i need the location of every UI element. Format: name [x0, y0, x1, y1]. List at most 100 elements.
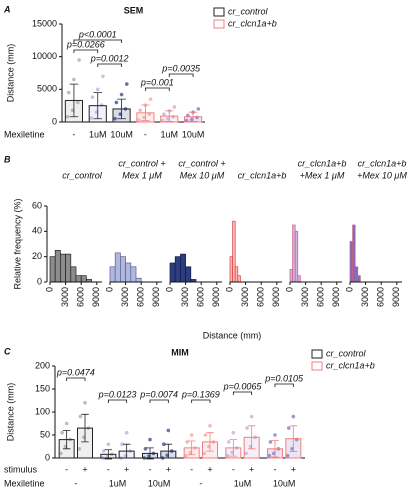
panel-title: SEM: [124, 5, 144, 15]
data-point: [291, 414, 296, 419]
y-axis-label: Distance (mm): [5, 44, 15, 103]
x-tick-label: 1uM: [234, 478, 252, 488]
legend-label: cr_control: [228, 6, 269, 16]
p-value: p=0.0035: [161, 63, 201, 73]
error-bar: [188, 111, 198, 122]
histogram-bar: [114, 252, 121, 283]
error-bar: [187, 440, 196, 456]
data-point: [90, 95, 95, 99]
legend-swatch: [213, 19, 225, 29]
significance-bracket: [66, 377, 86, 381]
histogram-title: Mex 1 μM: [122, 170, 162, 180]
x-tick-label: 3000: [240, 287, 250, 307]
histogram-bar: [229, 256, 233, 283]
legend-swatch: [213, 7, 225, 17]
data-point: [76, 100, 80, 105]
histogram-bar: [237, 275, 241, 283]
p-value: p=0.0105: [264, 373, 304, 383]
error-bar: [117, 98, 126, 120]
x-tick-label: 0: [104, 287, 114, 292]
histogram-bar: [297, 275, 301, 283]
y-tick-label: 40: [32, 226, 42, 236]
data-point: [162, 112, 166, 116]
legend-label: cr_clcn1a+b: [228, 18, 277, 28]
legend-label: cr_control: [326, 348, 367, 358]
x-tick-label: 6000: [196, 287, 206, 307]
data-point: [59, 451, 63, 456]
x-tick-label: 0: [164, 287, 174, 292]
y-tick-label: 15000: [32, 18, 57, 28]
x-tick-label: 3000: [60, 287, 70, 307]
histogram-bar: [135, 277, 142, 283]
panel-letter: B: [4, 154, 11, 164]
data-point: [101, 74, 105, 79]
x-axis-label: Distance (mm): [203, 330, 262, 340]
histogram-bar: [54, 249, 61, 283]
error-bar: [164, 110, 174, 122]
significance-bracket: [232, 391, 253, 395]
histogram-bar: [109, 266, 116, 283]
histogram-bar: [174, 256, 181, 283]
data-point: [148, 97, 153, 101]
p-value: p=0.0074: [139, 389, 178, 399]
x-tick-label: 0: [284, 287, 294, 292]
stimulus-tick-label: +: [166, 464, 171, 474]
stimulus-tick-label: -: [107, 464, 110, 474]
data-point: [286, 426, 291, 430]
legend-swatch: [311, 361, 323, 371]
data-point: [124, 430, 129, 435]
histogram-bar: [80, 275, 87, 283]
data-point: [249, 414, 254, 419]
x-tick-label: -: [72, 129, 75, 139]
data-point: [65, 114, 70, 119]
x-tick-label: 3000: [360, 287, 370, 307]
legend-label: cr_clcn1a+b: [326, 360, 375, 370]
error-bar: [69, 83, 79, 118]
x-tick-label: 6000: [376, 287, 386, 307]
error-bar: [164, 443, 173, 459]
p-value: p=0.1369: [181, 389, 220, 399]
histogram-bar: [180, 253, 186, 283]
y-tick-label: 20: [32, 251, 42, 261]
significance-bracket: [97, 63, 122, 67]
y-tick-label: 10000: [32, 51, 57, 61]
data-point: [161, 442, 166, 447]
stimulus-tick-label: +: [291, 464, 296, 474]
significance-bracket: [274, 383, 294, 387]
x-tick-label: -: [199, 478, 202, 488]
y-tick-label: 5000: [37, 84, 57, 94]
error-bar: [93, 92, 103, 120]
data-point: [142, 115, 146, 120]
x-tick-label: 3000: [180, 287, 190, 307]
data-point: [124, 82, 129, 86]
error-bar: [122, 443, 131, 459]
x-tick-label: 9000: [151, 287, 161, 307]
error-bar: [104, 449, 113, 460]
data-point: [148, 437, 152, 442]
error-bar: [289, 425, 298, 452]
histogram-bar: [357, 275, 361, 283]
data-point: [189, 117, 194, 122]
x-tick-label: -: [74, 478, 77, 488]
histogram-bar: [294, 230, 299, 283]
data-point: [72, 77, 76, 82]
stimulus-row-label: stimulus: [4, 464, 38, 474]
histogram-bar: [130, 266, 137, 283]
significance-bracket: [107, 399, 128, 403]
data-point: [118, 112, 123, 116]
data-point: [245, 426, 249, 430]
p-value: p=0.0474: [56, 367, 95, 377]
data-point: [101, 449, 106, 453]
data-point: [78, 414, 83, 419]
histogram-bar: [65, 253, 72, 283]
histogram-title: cr_control: [62, 170, 103, 180]
histogram-bar: [349, 241, 353, 283]
histogram-title: cr_clcn1a+b: [238, 170, 287, 180]
x-tick-label: 6000: [76, 287, 86, 307]
x-tick-label: 0: [44, 287, 54, 292]
data-point: [64, 421, 69, 426]
panel-letter: A: [3, 4, 11, 14]
error-bar: [206, 432, 214, 452]
x-tick-label: 6000: [256, 287, 266, 307]
data-point: [231, 430, 236, 435]
